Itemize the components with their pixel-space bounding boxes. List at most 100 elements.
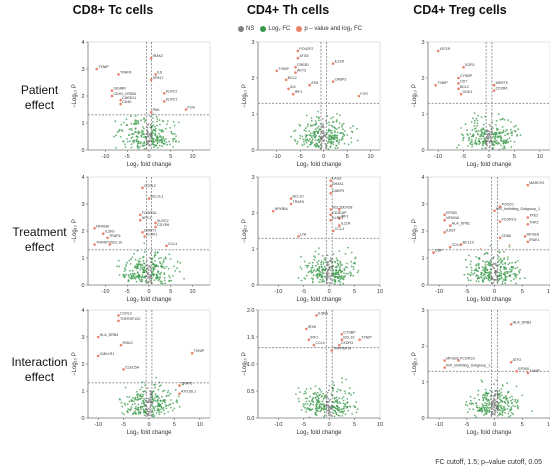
data-point — [169, 127, 172, 129]
data-point — [136, 393, 139, 396]
y-axis-label: −Log₁₀ P — [242, 219, 248, 243]
data-point — [346, 406, 349, 409]
gene-point — [443, 359, 446, 362]
data-point — [509, 414, 512, 417]
data-point — [485, 409, 488, 412]
data-point — [474, 139, 477, 142]
column-title-3: CD4+ Treg cells — [413, 3, 507, 17]
data-point — [503, 271, 506, 274]
data-point — [334, 136, 337, 139]
data-point — [480, 273, 482, 276]
data-point — [352, 391, 355, 394]
data-point — [131, 136, 134, 139]
data-point — [509, 132, 512, 134]
data-point — [326, 273, 328, 276]
gene-point — [315, 314, 318, 317]
gene-label: NPC1 — [142, 216, 152, 220]
gene-label: IRAK2 — [123, 341, 133, 345]
data-point — [136, 265, 139, 267]
data-point — [308, 130, 311, 132]
data-point — [320, 261, 322, 264]
data-point — [332, 412, 335, 415]
row-label-line: effect — [24, 98, 55, 112]
data-point — [501, 400, 503, 402]
data-point — [484, 263, 487, 266]
data-point — [158, 403, 160, 406]
data-point — [152, 415, 155, 418]
data-point — [315, 146, 318, 148]
data-point — [339, 402, 342, 405]
data-point — [501, 394, 503, 397]
data-point — [496, 407, 498, 409]
data-point — [326, 254, 329, 257]
row-label-treatment: Treatment effect — [2, 225, 77, 255]
data-point — [515, 273, 518, 276]
data-point — [330, 142, 333, 145]
data-point — [491, 407, 494, 409]
plot-area — [257, 309, 381, 419]
data-point — [149, 124, 152, 126]
data-point — [142, 393, 145, 396]
data-point — [299, 137, 301, 140]
data-point — [497, 404, 500, 406]
data-point — [142, 390, 145, 393]
data-point — [170, 279, 173, 282]
data-point — [178, 270, 181, 273]
data-point — [141, 402, 143, 405]
data-point — [317, 263, 319, 265]
data-point — [494, 262, 497, 265]
data-point — [507, 402, 510, 404]
data-point — [498, 413, 501, 416]
data-point — [132, 397, 134, 399]
data-point — [315, 270, 318, 272]
data-point — [494, 135, 496, 138]
data-point — [495, 124, 497, 126]
data-point — [501, 282, 504, 285]
data-point — [313, 258, 316, 261]
data-point — [319, 278, 322, 281]
data-point — [154, 405, 157, 408]
data-point — [332, 116, 334, 119]
data-point — [492, 258, 494, 260]
gene-label: TXNIP — [361, 336, 372, 340]
x-tick-label: 10 — [547, 289, 550, 295]
data-point — [118, 130, 120, 133]
data-point — [148, 273, 151, 276]
data-point — [137, 136, 139, 139]
data-point — [141, 266, 144, 269]
data-point — [470, 272, 473, 274]
data-point — [514, 275, 517, 278]
data-point — [477, 130, 480, 133]
data-point — [160, 395, 163, 398]
data-point — [318, 146, 320, 149]
data-point — [516, 259, 519, 262]
data-point — [149, 404, 152, 407]
data-point — [349, 271, 351, 274]
data-point — [342, 411, 344, 414]
data-point — [152, 139, 155, 142]
data-point — [514, 400, 516, 403]
data-point — [489, 389, 492, 392]
data-point — [475, 117, 478, 120]
data-point — [343, 407, 345, 410]
gene-label: NFKBIA — [446, 216, 460, 220]
data-point — [312, 274, 315, 277]
data-point — [510, 265, 513, 268]
data-point — [335, 257, 338, 260]
data-point — [314, 136, 316, 139]
data-point — [341, 125, 343, 128]
data-point — [149, 279, 152, 282]
data-point — [503, 258, 505, 260]
data-point — [141, 400, 144, 402]
data-point — [131, 269, 134, 272]
gene-point — [297, 235, 300, 238]
y-tick-label: 1 — [421, 380, 424, 386]
x-tick-label: -10 — [94, 422, 102, 428]
data-point — [328, 138, 331, 141]
gene-label: MFGE8 — [527, 232, 539, 236]
data-point — [344, 403, 347, 406]
data-point — [482, 406, 485, 409]
data-point — [310, 400, 313, 402]
data-point — [317, 110, 319, 113]
data-point — [297, 141, 299, 143]
